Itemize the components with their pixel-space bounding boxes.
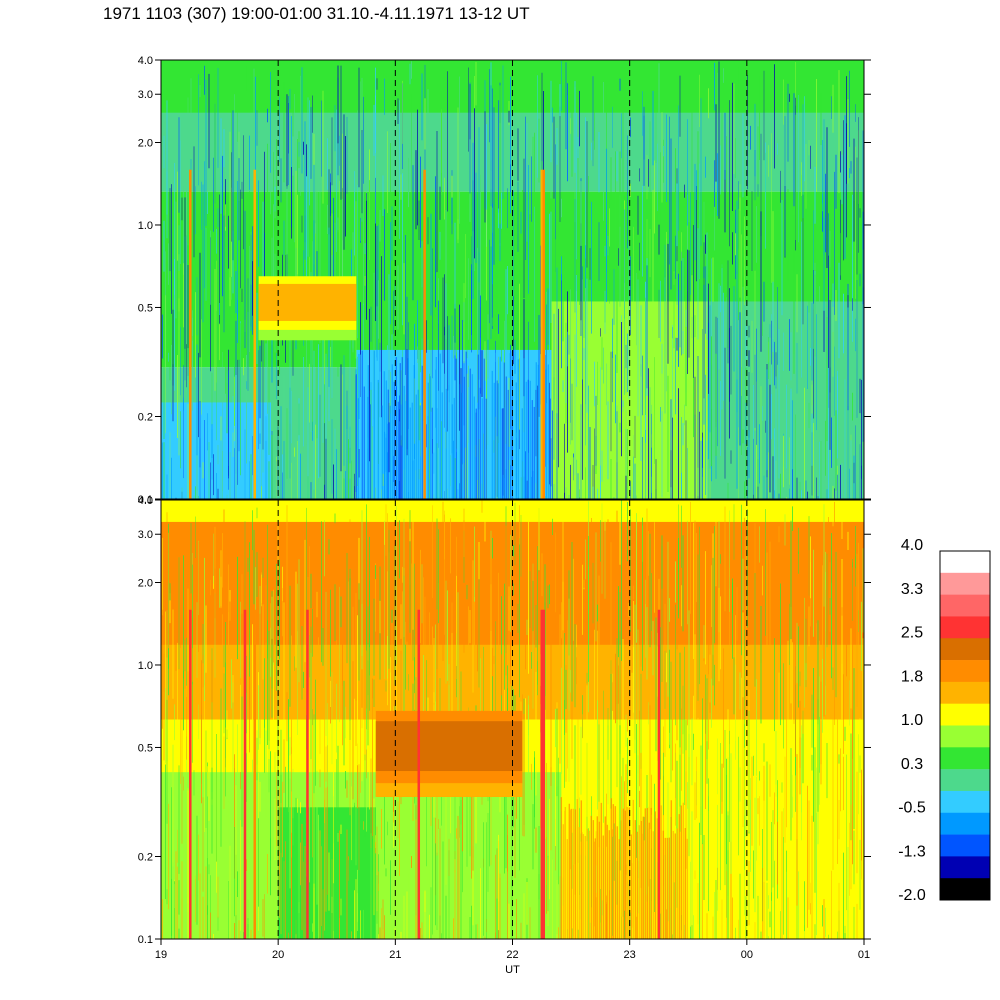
chart-title: 1971 1103 (307) 19:00-01:00 31.10.-4.11.… xyxy=(103,4,530,23)
y-tick-label: 2.0 xyxy=(138,577,153,589)
colorbar-swatch xyxy=(940,638,990,661)
y-tick-label: 4.0 xyxy=(138,495,153,507)
colorbar-label: 3.3 xyxy=(901,581,923,598)
band-edge xyxy=(258,329,357,341)
colorbar-swatch xyxy=(940,551,990,574)
streak-texture xyxy=(160,60,864,499)
colorbar-swatch xyxy=(940,681,990,704)
colorbar-swatch xyxy=(940,572,990,595)
colorbar-label: 1.8 xyxy=(901,668,923,685)
colorbar-label: -2.0 xyxy=(898,887,926,904)
spike-lines xyxy=(189,169,545,499)
feature-low-region xyxy=(355,350,551,499)
panel-lower xyxy=(160,499,865,940)
y-tick-label: 0.5 xyxy=(138,302,153,314)
y-tick-label: 4.0 xyxy=(138,55,153,67)
y-tick-label: 0.2 xyxy=(138,852,153,864)
colorbar-frame xyxy=(939,550,991,901)
colorbar-swatch xyxy=(940,790,990,814)
y-tick-label: 1.0 xyxy=(138,660,153,672)
colorbar-label: -0.5 xyxy=(898,800,926,817)
colorbar-swatch xyxy=(940,769,990,792)
y-tick-label: 3.0 xyxy=(138,89,153,101)
x-tick-label: 01 xyxy=(858,949,870,961)
x-tick-label: 22 xyxy=(506,949,518,961)
x-axis-label: UT xyxy=(505,964,520,976)
panel-frame xyxy=(160,59,865,500)
band-edge xyxy=(375,783,523,797)
spike-lines xyxy=(189,609,661,939)
colorbar-swatch xyxy=(940,616,990,639)
x-tick-label: 23 xyxy=(624,949,636,961)
colorbar-swatch xyxy=(940,660,990,683)
y-tick-label: 0.1 xyxy=(138,934,153,946)
feature-enhanced-region xyxy=(560,797,689,939)
x-tick-label: 21 xyxy=(389,949,401,961)
streak-texture xyxy=(160,500,864,939)
feature-band xyxy=(258,276,357,341)
band-edge xyxy=(258,320,357,330)
colorbar-swatch xyxy=(940,594,990,617)
colorbar-swatch xyxy=(940,747,990,770)
band-core xyxy=(375,721,523,772)
colorbar-label: 0.3 xyxy=(901,756,923,773)
colorbar-label: 4.0 xyxy=(901,537,923,554)
colorbar-label: 2.5 xyxy=(901,625,923,642)
y-tick-label: 0.1 xyxy=(138,494,153,506)
colorbar-label: -1.3 xyxy=(898,843,926,860)
y-tick-label: 1.0 xyxy=(138,220,153,232)
band-core xyxy=(258,283,357,321)
y-tick-label: 0.2 xyxy=(138,412,153,424)
panel-upper xyxy=(160,59,865,500)
y-tick-label: 2.0 xyxy=(138,137,153,149)
colorbar-swatch xyxy=(940,725,990,748)
x-tick-label: 19 xyxy=(155,949,167,961)
colorbar-swatch xyxy=(940,878,990,901)
x-tick-label: 00 xyxy=(741,949,753,961)
colorbar-label: 1.0 xyxy=(901,712,923,729)
y-tick-label: 3.0 xyxy=(138,529,153,541)
x-tick-label: 20 xyxy=(272,949,284,961)
y-tick-label: 0.5 xyxy=(138,742,153,754)
band-edge xyxy=(375,771,523,784)
colorbar-swatch xyxy=(940,703,990,726)
colorbar-swatch xyxy=(940,834,990,857)
colorbar-swatch xyxy=(940,856,990,879)
feature-band xyxy=(375,710,523,797)
colorbar-swatch xyxy=(940,812,990,835)
